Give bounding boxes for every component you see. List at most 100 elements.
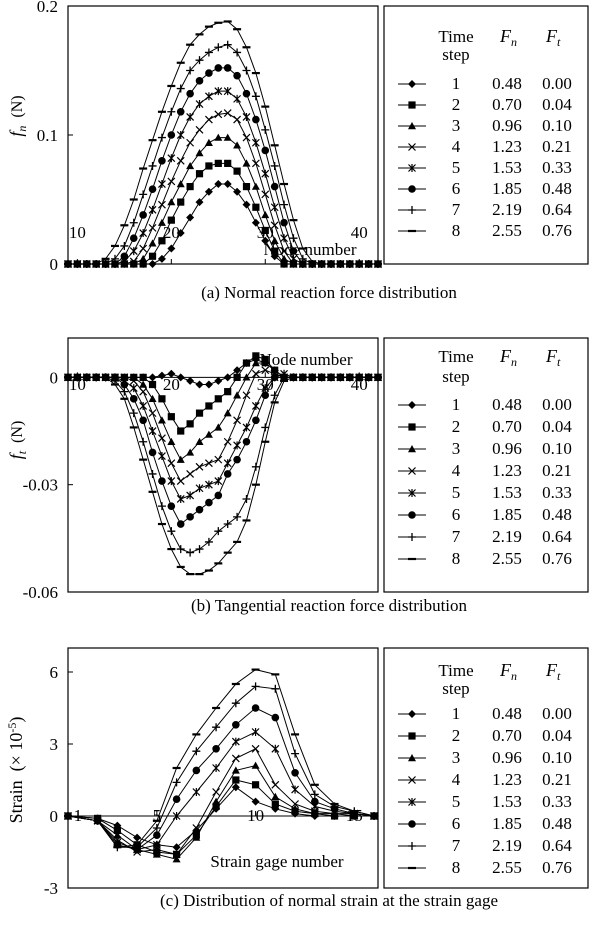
chart-c-series-7-point xyxy=(172,778,181,787)
legend-step: 5 xyxy=(452,483,461,502)
legend-step: 8 xyxy=(452,549,461,568)
chart-b-series-3-point xyxy=(204,430,213,438)
chart-b-series-3-point xyxy=(186,448,195,456)
legend-a-frame xyxy=(383,5,589,265)
chart-a-series-8 xyxy=(64,20,382,266)
legend-step: 2 xyxy=(452,726,461,745)
chart-b-series-4-point xyxy=(251,369,260,378)
chart-a-series-1-point xyxy=(233,187,242,196)
chart-a-series-3-point xyxy=(270,236,279,244)
legend-fn-value: 1.53 xyxy=(492,483,522,502)
chart-b-xlabel: Node number xyxy=(259,350,352,369)
chart-b-series-4-point xyxy=(242,391,251,400)
chart-b-series-7-point xyxy=(204,537,213,546)
chart-c-series-3-point xyxy=(172,855,181,863)
chart-a-series-7-point xyxy=(280,200,289,209)
chart-c-series-3-point xyxy=(310,809,319,817)
chart-c-series-6-point xyxy=(172,795,181,803)
chart-a-series-4-point xyxy=(148,223,157,232)
legend-header-fn: Fn xyxy=(499,346,517,369)
chart-b-series-1-point xyxy=(204,380,213,389)
legend-ft-value: 0.76 xyxy=(542,221,572,240)
legend-fn-value: 1.85 xyxy=(492,179,522,198)
chart-a-series-4-point xyxy=(270,221,279,230)
chart-a-series-3-point xyxy=(261,210,270,219)
legend-step: 8 xyxy=(452,858,461,877)
chart-a-series-6-point xyxy=(195,77,204,85)
chart-a-series-6-point xyxy=(261,146,270,155)
chart-a-series-4-point xyxy=(158,200,166,209)
chart-a-series-3-point xyxy=(176,180,185,188)
chart-b-series-4-line xyxy=(68,369,378,482)
chart-a-series-8-line xyxy=(68,20,378,265)
chart-c-series-3-point xyxy=(291,804,300,812)
legend-step: 3 xyxy=(452,748,461,767)
chart-a-series-6-point xyxy=(120,252,129,261)
legend-step: 3 xyxy=(452,439,461,458)
chart-c-series-3-point xyxy=(251,761,260,769)
chart-a-series-3-point xyxy=(195,149,204,157)
legend-fn-value: 2.19 xyxy=(492,836,522,855)
chart-a-series-7-point xyxy=(195,56,204,65)
chart-a-series-5-point xyxy=(167,154,176,163)
legend-header-time: Time xyxy=(438,661,473,680)
legend-row-4: 4 1.23 0.21 xyxy=(398,770,572,789)
chart-c-series-5-point xyxy=(271,744,280,753)
legend-step: 7 xyxy=(452,836,461,855)
chart-a-series-5-point xyxy=(289,254,298,263)
chart-a-series-5-point xyxy=(251,138,260,147)
legend-row-4: 4 1.23 0.21 xyxy=(398,137,572,156)
legend-marker-diamond xyxy=(408,401,416,409)
chart-c-series-5-point xyxy=(152,840,161,849)
legend-fn-value: 1.85 xyxy=(492,814,522,833)
chart-a-series-5-point xyxy=(270,203,279,212)
legend-step: 4 xyxy=(452,461,461,480)
chart-a-series-7-point xyxy=(251,92,260,101)
legend-fn-value: 0.96 xyxy=(492,439,522,458)
chart-c-series-7 xyxy=(64,682,379,852)
chart-a-series-7-point xyxy=(120,241,129,250)
chart-c-series-1-point xyxy=(133,833,142,842)
chart-b-series-5-point xyxy=(158,452,166,461)
legend-step: 2 xyxy=(452,417,461,436)
chart-c-series-2-line xyxy=(67,779,375,855)
legend-row-2: 2 0.70 0.04 xyxy=(398,726,572,745)
legend-marker-plus xyxy=(408,206,416,214)
chart-c-series-5-point xyxy=(251,728,260,736)
legend-fn-value: 0.48 xyxy=(492,704,522,723)
chart-a-series-3-point xyxy=(129,260,138,268)
chart-c-series-3-point xyxy=(231,766,240,774)
legend-step: 1 xyxy=(452,704,461,723)
chart-b-series-5-point xyxy=(129,384,138,393)
legend-step: 5 xyxy=(452,792,461,811)
chart-b-series-3-point xyxy=(148,394,157,403)
chart-a-ylabel: fn (N) xyxy=(6,95,29,136)
chart-c-series-3 xyxy=(64,761,379,863)
legend-header-time: Time xyxy=(438,27,473,46)
legend-fn-value: 2.55 xyxy=(492,549,522,568)
chart-b-series-4-point xyxy=(148,409,157,418)
chart-a-series-7-point xyxy=(242,66,251,75)
chart-c-series-6-point xyxy=(271,713,280,722)
legend-ft-value: 0.21 xyxy=(542,137,572,156)
chart-b-series-6-point xyxy=(139,416,147,425)
legend-header-step: step xyxy=(442,45,469,64)
legend-header-ft: Ft xyxy=(545,26,561,49)
chart-c-ytick-label: 3 xyxy=(50,735,59,754)
chart-b-series-4-point xyxy=(139,387,148,396)
chart-b-series-5-point xyxy=(195,484,204,493)
chart-a-series-4-point xyxy=(242,133,251,142)
chart-a-series-2-point xyxy=(214,159,222,167)
legend-row-7: 7 2.19 0.64 xyxy=(398,527,572,546)
chart-a-series-7-line xyxy=(68,44,378,265)
chart-c-series-8 xyxy=(64,668,379,849)
legend-ft-value: 0.10 xyxy=(542,439,572,458)
chart-b-series-5-point xyxy=(214,477,223,486)
legend-step: 4 xyxy=(452,137,461,156)
legend-c-frame xyxy=(383,647,589,889)
chart-c-caption: (c) Distribution of normal strain at the… xyxy=(160,891,498,910)
chart-c-series-2-point xyxy=(251,781,260,789)
chart-c-series-1-point xyxy=(251,797,260,806)
